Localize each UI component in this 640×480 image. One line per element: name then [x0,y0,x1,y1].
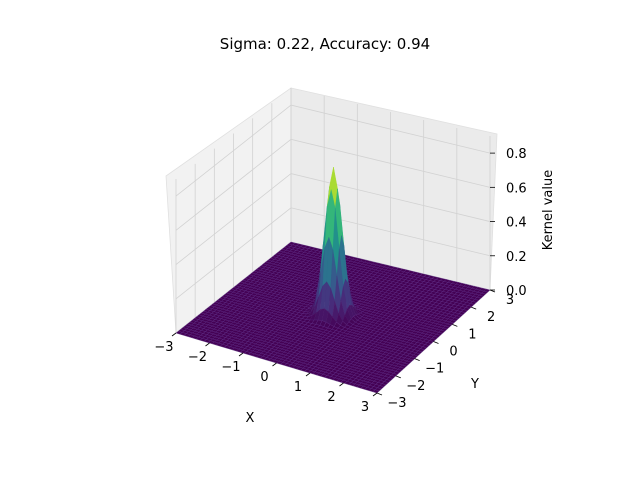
y-tick-mark [376,392,383,396]
grid-line-z [175,173,491,265]
chart-title: Sigma: 0.22, Accuracy: 0.94 [220,35,430,53]
grid-line-z [175,104,491,197]
x-tick-label: 2 [327,390,335,405]
x-tick-mark [372,392,378,397]
x-tick-mark [205,342,210,347]
y-tick-label: 2 [487,310,495,325]
grid-line-z [175,138,491,231]
x-tick-label: 0 [260,370,268,385]
z-axis: 0.0 0.2 0.4 0.6 0.8 [490,147,527,299]
x-axis-label: X [246,411,255,426]
y-tick-label: 3 [506,293,514,308]
y-tick-mark [395,375,401,379]
z-tick-label: 0.0 [506,284,527,299]
y-tick-label: 1 [468,327,476,342]
x-tick-label: 3 [361,400,369,415]
y-tick-label: −1 [425,362,444,377]
z-tick-label: 0.6 [506,181,527,196]
y-axis-label: Y [470,377,479,392]
z-tick-label: 0.2 [506,250,527,265]
gaussian-surface [175,167,491,394]
grid-line-z [175,207,491,300]
y-tick-mark [452,323,458,327]
y-tick-label: 0 [449,345,457,360]
x-tick-mark [305,372,311,377]
x-axis: −3 −2 −1 0 1 2 3 [154,332,378,415]
z-tick-label: 0.4 [506,216,527,231]
x-tick-label: −2 [188,350,207,365]
x-tick-mark [238,352,244,357]
y-tick-mark [471,306,477,310]
z-tick-label: 0.8 [506,147,527,162]
y-tick-mark [433,341,439,344]
y-tick-label: −2 [406,379,425,394]
y-tick-mark [414,358,420,362]
x-tick-label: −1 [221,360,240,375]
surface-face [372,389,380,394]
z-axis-label: Kernel value [541,170,556,250]
x-tick-label: 1 [294,380,302,395]
y-tick-label: −3 [387,396,406,411]
x-tick-label: −3 [154,340,173,355]
x-tick-mark [171,332,177,337]
x-tick-mark [339,382,344,387]
x-tick-mark [272,362,277,367]
